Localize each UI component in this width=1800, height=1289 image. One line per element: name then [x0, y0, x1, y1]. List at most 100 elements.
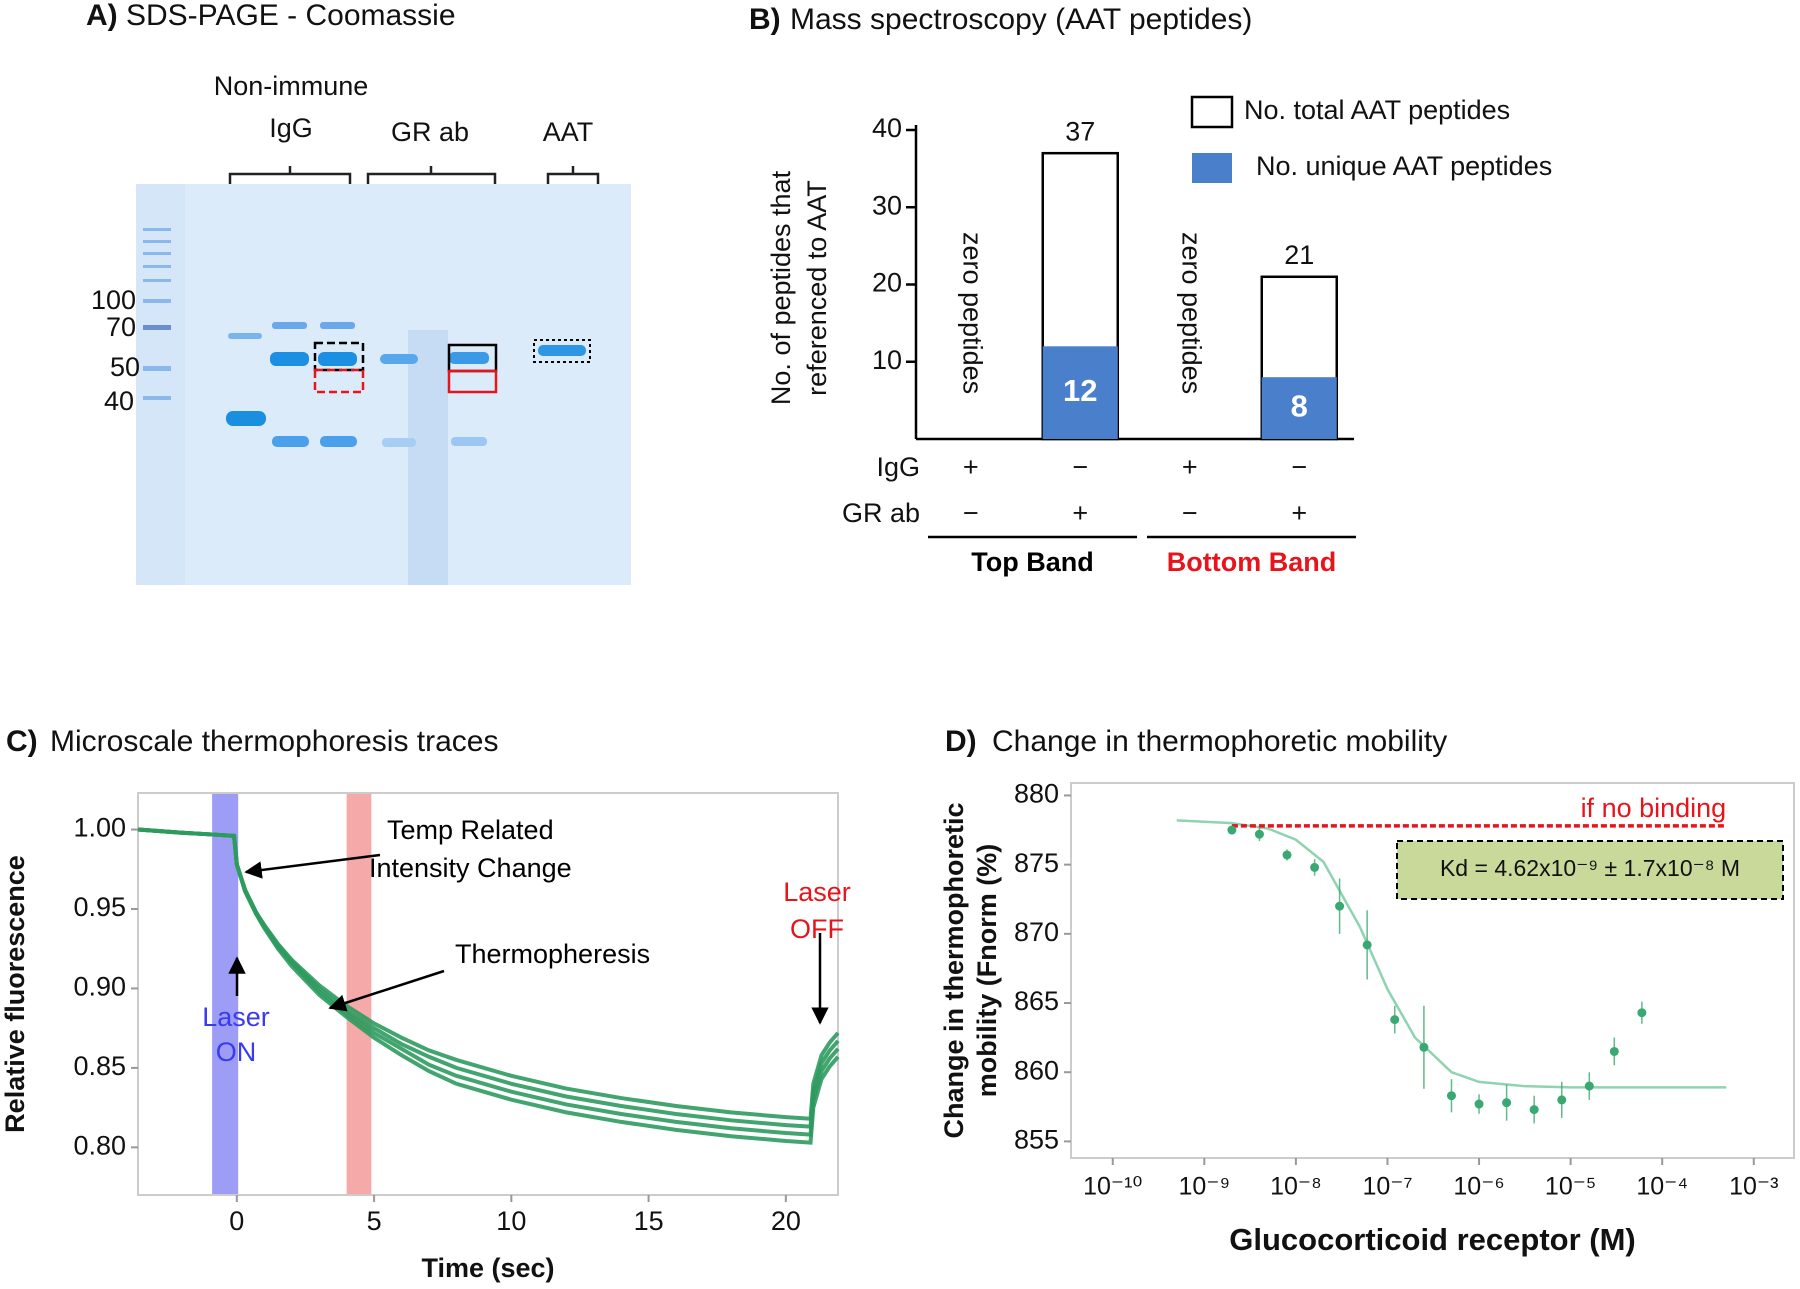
- lane-label: GR ab: [391, 117, 469, 147]
- marker-label: 100: [91, 285, 136, 315]
- trace: [137, 827, 840, 1145]
- gel-panel: A) SDS-PAGE - Coomassie Non-immune IgG G…: [86, 0, 631, 585]
- data-point: [1584, 1081, 1594, 1091]
- annotation: Thermopheresis: [455, 939, 650, 969]
- panel-label: B): [749, 3, 781, 36]
- y-tick-label: 20: [872, 268, 902, 298]
- y-tick-label: 0.80: [73, 1130, 126, 1160]
- y-axis-label: mobility (Fnorm (%): [972, 844, 1002, 1097]
- y-axis-label: Relative fluorescence: [0, 855, 30, 1133]
- data-point: [1474, 1099, 1484, 1109]
- annotation: OFF: [790, 914, 844, 944]
- data-point: [1609, 1046, 1619, 1056]
- value-label: 37: [1065, 116, 1095, 146]
- value-label: zero peptides: [1177, 232, 1207, 394]
- annotation: ON: [216, 1037, 257, 1067]
- y-tick-label: 875: [1014, 848, 1059, 878]
- ladder: [143, 228, 171, 400]
- data-point: [1227, 825, 1237, 835]
- value-label: zero peptides: [958, 232, 988, 394]
- lane-label: IgG: [269, 113, 313, 143]
- x-axis-label: Glucocorticoid receptor (M): [1229, 1222, 1635, 1257]
- x-tick-label: 20: [771, 1206, 801, 1236]
- data-point: [1557, 1095, 1567, 1105]
- gel-bands: [226, 322, 586, 447]
- row-sign: +: [1291, 498, 1307, 528]
- data-point: [1335, 901, 1345, 911]
- row-label: IgG: [876, 452, 920, 482]
- y-tick-label: 870: [1014, 917, 1059, 947]
- x-tick-label: 0: [229, 1206, 244, 1236]
- panel-title: Microscale thermophoresis traces: [50, 725, 499, 758]
- data-point: [1502, 1098, 1512, 1108]
- panel-label: A): [86, 0, 118, 32]
- group-label: Bottom Band: [1167, 547, 1336, 577]
- gel-smear: [408, 330, 448, 585]
- lane-label: AAT: [543, 117, 594, 147]
- y-axis-label: No. of peptides that: [766, 170, 796, 405]
- annotation: Temp Related: [387, 815, 554, 845]
- annotation-box: [1396, 840, 1784, 900]
- data-point: [1390, 1015, 1400, 1025]
- y-axis-label: referenced to AAT: [802, 180, 832, 396]
- data-point: [1310, 862, 1320, 872]
- annotation: Laser: [783, 877, 851, 907]
- x-tick-label: 15: [634, 1206, 664, 1236]
- x-tick-label: 10⁻⁴: [1636, 1173, 1688, 1201]
- value-label: 12: [1063, 373, 1097, 408]
- excised-band-box: [313, 368, 365, 394]
- row-sign: +: [1182, 452, 1198, 482]
- y-tick-label: 0.85: [73, 1051, 126, 1081]
- group-label: Top Band: [971, 547, 1093, 577]
- x-tick-label: 10⁻⁸: [1270, 1173, 1322, 1201]
- laser-band: [346, 794, 372, 1194]
- annotation: Kd = 4.62x10⁻⁹ ± 1.7x10⁻⁸ M: [1440, 855, 1740, 881]
- legend-label: No. unique AAT peptides: [1256, 151, 1552, 181]
- y-tick-label: 40: [872, 113, 902, 143]
- legend-swatch: [1192, 153, 1232, 183]
- x-tick-label: 10⁻⁷: [1362, 1173, 1412, 1201]
- y-tick-label: 10: [872, 345, 902, 375]
- data-point: [1282, 850, 1292, 860]
- row-sign: +: [963, 452, 979, 482]
- data-point: [1419, 1042, 1429, 1052]
- bar: [1261, 377, 1337, 439]
- data-point: [1529, 1105, 1539, 1115]
- annotation: Intensity Change: [369, 853, 572, 883]
- annotation-arrows: [228, 853, 829, 1025]
- legend-label: No. total AAT peptides: [1244, 95, 1510, 125]
- x-axis-label: Time (sec): [421, 1253, 554, 1283]
- row-sign: −: [1291, 452, 1307, 482]
- row-sign: −: [963, 498, 979, 528]
- panel-title: Change in thermophoretic mobility: [992, 725, 1447, 758]
- row-sign: −: [1072, 452, 1088, 482]
- x-tick-label: 10⁻⁹: [1178, 1173, 1230, 1201]
- marker-label: 40: [104, 386, 134, 416]
- x-tick-label: 10⁻⁵: [1545, 1173, 1596, 1201]
- marker-label: 50: [110, 352, 140, 382]
- lane-header: Non-immune: [214, 71, 369, 101]
- y-axis-label: Change in thermophoretic: [939, 802, 969, 1138]
- excised-band-box: [533, 339, 591, 363]
- lane-bracket: [228, 166, 600, 184]
- data-point: [1362, 940, 1372, 950]
- data-point: [1254, 829, 1264, 839]
- data-point: [1446, 1091, 1456, 1101]
- x-tick-label: 10⁻³: [1729, 1173, 1778, 1201]
- excised-band-box: [447, 369, 498, 394]
- y-tick-label: 880: [1014, 779, 1059, 809]
- y-tick-label: 0.95: [73, 892, 126, 922]
- y-tick-label: 855: [1014, 1125, 1059, 1155]
- y-tick-label: 30: [872, 190, 902, 220]
- annotation: Laser: [202, 1002, 270, 1032]
- panel-title: Mass spectroscopy (AAT peptides): [790, 3, 1252, 36]
- row-label: GR ab: [842, 498, 920, 528]
- y-tick-label: 0.90: [73, 972, 126, 1002]
- laser-band: [212, 794, 239, 1194]
- value-label: 8: [1291, 388, 1308, 423]
- x-tick-label: 10⁻⁶: [1453, 1173, 1504, 1201]
- value-label: 21: [1284, 240, 1314, 270]
- panel-label: D): [945, 725, 977, 758]
- x-tick-label: 10⁻¹⁰: [1083, 1173, 1142, 1201]
